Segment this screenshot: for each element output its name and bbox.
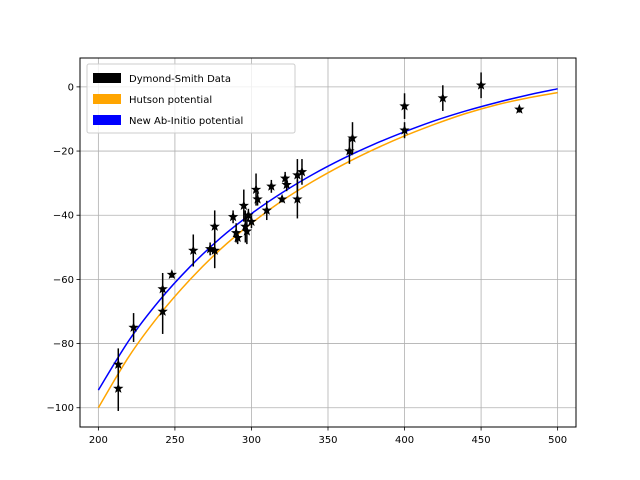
data-point-star bbox=[344, 145, 355, 156]
data-point-star bbox=[157, 283, 168, 294]
series-line bbox=[97, 88, 558, 391]
data-point-star bbox=[209, 245, 220, 255]
data-point-star bbox=[243, 209, 254, 220]
legend-label: Dymond-Smith Data bbox=[129, 74, 231, 85]
y-tick-label: −40 bbox=[53, 211, 74, 222]
legend-swatch bbox=[93, 115, 121, 125]
x-tick-label: 250 bbox=[165, 435, 184, 446]
data-point-star bbox=[232, 232, 243, 243]
legend-label: Hutson potential bbox=[129, 95, 212, 106]
x-tick-label: 450 bbox=[472, 435, 491, 446]
data-point-star bbox=[437, 92, 448, 103]
data-point-star bbox=[204, 243, 216, 254]
legend-box bbox=[86, 63, 296, 134]
y-tick-label: −100 bbox=[47, 403, 74, 414]
y-tick-label: −20 bbox=[53, 147, 74, 158]
data-point-star bbox=[227, 211, 239, 222]
data-point-star bbox=[246, 216, 257, 227]
axis-ticks: 200 250 300 350 400 450 500 0 −20 −40 −60 −80 −100 bbox=[47, 82, 568, 446]
legend: Dymond-Smith Data Hutson potential New Ab-… bbox=[86, 63, 296, 134]
x-tick-label: 500 bbox=[548, 435, 567, 446]
legend-swatch bbox=[93, 94, 121, 104]
y-tick-label: −80 bbox=[53, 339, 74, 350]
y-tick-label: 0 bbox=[68, 82, 74, 93]
data-point-star bbox=[296, 166, 308, 177]
data-point-star bbox=[238, 200, 249, 211]
data-point-star bbox=[399, 100, 410, 111]
data-point-star bbox=[166, 269, 178, 279]
data-point-star bbox=[261, 204, 272, 215]
data-point-star bbox=[157, 306, 168, 316]
x-tick-label: 350 bbox=[318, 435, 337, 446]
data-point-star bbox=[113, 383, 124, 393]
data-point-star bbox=[250, 184, 262, 194]
data-point-star bbox=[347, 132, 358, 143]
y-tick-label: −60 bbox=[53, 275, 74, 286]
x-tick-label: 300 bbox=[242, 435, 261, 446]
data-point-star bbox=[230, 227, 242, 238]
data-points bbox=[113, 72, 525, 411]
data-point-star bbox=[276, 193, 288, 204]
data-point-star bbox=[241, 225, 253, 236]
data-point-star bbox=[209, 221, 220, 231]
data-point-star bbox=[266, 180, 277, 191]
data-point-star bbox=[281, 179, 292, 190]
legend-swatch bbox=[93, 73, 121, 83]
data-point-star bbox=[240, 221, 251, 231]
x-tick-label: 200 bbox=[89, 435, 108, 446]
data-point-star bbox=[113, 358, 124, 369]
x-tick-label: 400 bbox=[395, 435, 414, 446]
data-point-star bbox=[514, 103, 525, 114]
data-point-star bbox=[128, 322, 139, 332]
data-point-star bbox=[188, 245, 199, 255]
series-layer bbox=[97, 88, 558, 409]
data-point-star bbox=[279, 172, 291, 183]
data-point-star bbox=[292, 193, 303, 204]
data-point-star bbox=[475, 79, 487, 90]
series-line bbox=[97, 91, 558, 409]
data-point-star bbox=[252, 193, 263, 204]
data-point-star bbox=[399, 124, 410, 135]
legend-label: New Ab-Initio potential bbox=[129, 116, 243, 127]
